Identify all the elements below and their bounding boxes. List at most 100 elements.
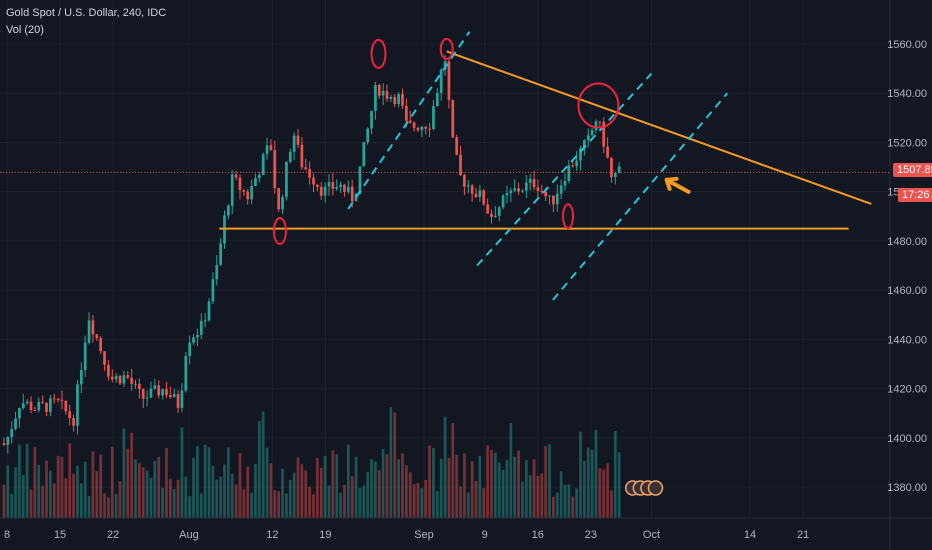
candle-body bbox=[79, 370, 83, 385]
candle-body bbox=[300, 144, 304, 168]
volume-bar bbox=[594, 429, 598, 518]
volume-bar bbox=[265, 447, 269, 518]
candle-body bbox=[219, 243, 222, 265]
volume-bar bbox=[10, 493, 14, 518]
volume-bar bbox=[474, 480, 478, 518]
current-price-label: 1507.85 bbox=[893, 163, 932, 178]
time-tick-label: 22 bbox=[107, 529, 119, 541]
time-tick-label: 23 bbox=[585, 529, 597, 541]
price-tick-label: 1520.00 bbox=[887, 137, 927, 149]
candle-body bbox=[107, 364, 110, 377]
volume-bar bbox=[192, 457, 195, 518]
volume-bar bbox=[72, 473, 75, 518]
volume-bar bbox=[49, 470, 52, 518]
volume-bar bbox=[443, 416, 447, 518]
volume-indicator-label: Vol (20) bbox=[6, 24, 44, 36]
grid-lines-vertical bbox=[6, 0, 804, 518]
candle-body bbox=[490, 213, 493, 218]
volume-bar bbox=[230, 473, 234, 518]
volume-bar bbox=[188, 496, 192, 518]
volume-bar bbox=[521, 481, 524, 518]
circle-high-aug bbox=[370, 38, 387, 69]
volume-bar bbox=[103, 493, 106, 518]
time-axis[interactable]: 8 15 22 Aug 12 19 Sep 9 16 23 Oct 14 21 bbox=[4, 529, 809, 541]
volume-bar bbox=[6, 465, 10, 518]
candle-body bbox=[52, 398, 56, 400]
volume-bar bbox=[528, 474, 532, 518]
candle-body bbox=[281, 197, 284, 210]
candle-body bbox=[172, 393, 176, 397]
grid-lines-horizontal bbox=[0, 43, 890, 488]
volume-bar bbox=[339, 492, 342, 518]
volume-bar bbox=[296, 457, 300, 518]
volume-bar bbox=[52, 483, 56, 518]
candle-body bbox=[138, 383, 141, 390]
volume-bar bbox=[482, 488, 486, 518]
volume-bar bbox=[203, 444, 207, 518]
volume-bar bbox=[95, 471, 99, 518]
volume-bar bbox=[610, 490, 613, 518]
candle-body bbox=[451, 99, 455, 138]
candle-body bbox=[168, 394, 172, 397]
candle-body bbox=[370, 110, 373, 129]
candle-body bbox=[25, 401, 29, 404]
candle-body bbox=[304, 167, 308, 170]
candle-body bbox=[49, 398, 52, 412]
candle-body bbox=[377, 84, 381, 96]
current-price-value: 1507.85 bbox=[897, 164, 932, 177]
time-tick-label: 19 bbox=[319, 529, 331, 541]
candle-body bbox=[33, 410, 37, 412]
volume-bars bbox=[2, 407, 621, 518]
candle-body bbox=[544, 191, 548, 197]
price-tick-label: 1540.00 bbox=[887, 88, 927, 100]
time-tick-label: 14 bbox=[744, 529, 756, 541]
volume-bar bbox=[14, 467, 17, 518]
candle-body bbox=[203, 320, 207, 322]
volume-bar bbox=[41, 485, 44, 518]
candle-body bbox=[594, 121, 598, 131]
candle-body bbox=[540, 190, 544, 192]
candle-body bbox=[312, 177, 315, 185]
drawings-layer bbox=[0, 31, 890, 496]
candle-body bbox=[308, 169, 311, 178]
volume-bar bbox=[552, 496, 555, 518]
volume-bar bbox=[412, 484, 416, 518]
volume-bar bbox=[559, 471, 563, 518]
candle-body bbox=[18, 408, 21, 419]
candle-body bbox=[91, 320, 95, 335]
candle-body bbox=[567, 165, 571, 181]
volume-bar bbox=[300, 464, 304, 518]
price-axis[interactable]: 1380.00 1400.00 1420.00 1440.00 1460.00 1480.… bbox=[887, 39, 927, 494]
time-tick-label: Aug bbox=[179, 529, 199, 541]
volume-bar bbox=[385, 454, 389, 518]
candle-body bbox=[99, 338, 103, 352]
candle-body bbox=[346, 186, 350, 192]
candle-body bbox=[153, 385, 157, 389]
volume-bar bbox=[114, 493, 118, 518]
volume-bar bbox=[466, 492, 470, 518]
volume-bar bbox=[575, 488, 578, 518]
volume-bar bbox=[37, 464, 41, 518]
volume-bar bbox=[381, 448, 385, 518]
candle-body bbox=[188, 342, 192, 356]
candle-body bbox=[524, 182, 528, 191]
candle-body bbox=[37, 401, 41, 411]
volume-bar bbox=[524, 459, 528, 518]
volume-bar bbox=[56, 455, 60, 518]
volume-bar bbox=[215, 479, 219, 518]
volume-bar bbox=[346, 444, 350, 518]
candlesticks bbox=[2, 54, 621, 454]
bar-countdown-label: 17:26 bbox=[898, 188, 932, 203]
volume-bar bbox=[490, 449, 493, 518]
candle-body bbox=[466, 185, 470, 187]
volume-bar bbox=[99, 454, 103, 518]
circle-low-sep bbox=[562, 203, 575, 230]
volume-bar bbox=[238, 453, 242, 518]
candle-body bbox=[250, 186, 253, 200]
volume-bar bbox=[505, 459, 509, 518]
candle-body bbox=[230, 174, 234, 206]
candle-body bbox=[211, 279, 215, 302]
candle-body bbox=[354, 193, 358, 202]
